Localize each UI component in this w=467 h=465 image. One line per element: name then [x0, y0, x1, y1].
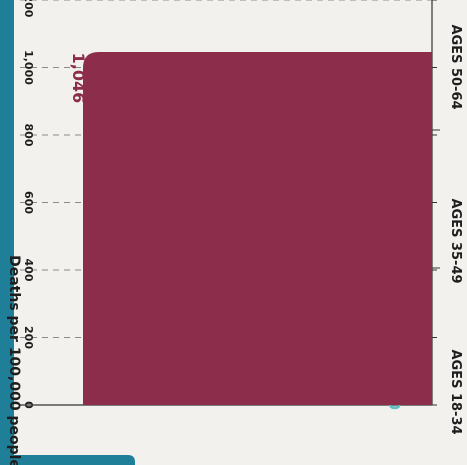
- category-label: AGES 50-64: [448, 24, 463, 109]
- axis-title: Deaths per 100,000 people: [6, 255, 22, 465]
- category-label: AGES 18-34: [448, 349, 463, 434]
- side-frame: [0, 0, 14, 465]
- tick-label: 200: [22, 326, 35, 349]
- bar-series-2: [83, 51, 432, 405]
- frame-corner: [0, 445, 10, 465]
- tick-label: 1,200: [22, 0, 35, 18]
- tick-label: 800: [22, 124, 35, 147]
- tick-label: 1,000: [22, 50, 35, 85]
- tick-label: 600: [22, 191, 35, 214]
- category-label: AGES 35-49: [448, 198, 463, 283]
- tick-label: 400: [22, 259, 35, 282]
- value-label: 1,046: [69, 53, 88, 104]
- frame-bottom: [14, 455, 135, 465]
